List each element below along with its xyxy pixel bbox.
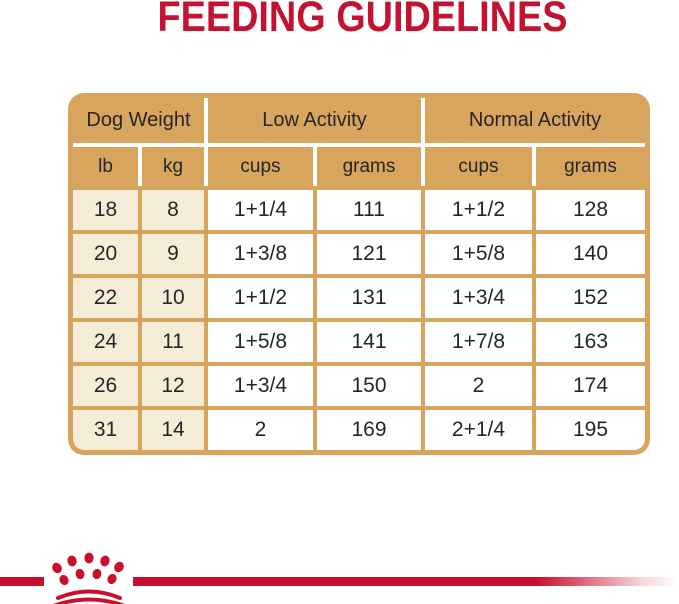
table-cell: 152: [536, 278, 645, 318]
table-cell: 20: [73, 234, 138, 274]
table-cell: 1+1/2: [208, 278, 313, 318]
table-cell: 141: [317, 322, 421, 362]
subheader-normal-grams: grams: [536, 147, 645, 186]
subheader-kg: kg: [142, 147, 204, 186]
subheader-normal-cups: cups: [425, 147, 532, 186]
table-cell: 2: [425, 366, 532, 406]
header-dog-weight: Dog Weight: [73, 98, 204, 143]
table-cell: 12: [142, 366, 204, 406]
subheader-low-grams: grams: [317, 147, 421, 186]
table-cell: 1+1/2: [425, 190, 532, 230]
royal-canin-crown-logo: [52, 552, 126, 604]
table-cell: 1+5/8: [425, 234, 532, 274]
table-cell: 14: [142, 410, 204, 450]
table-cell: 18: [73, 190, 138, 230]
table-cell: 121: [317, 234, 421, 274]
table-cell: 1+7/8: [425, 322, 532, 362]
table-cell: 1+5/8: [208, 322, 313, 362]
table-cell: 131: [317, 278, 421, 318]
table-cell: 11: [142, 322, 204, 362]
table-cell: 195: [536, 410, 645, 450]
table-cell: 9: [142, 234, 204, 274]
table-cell: 1+3/4: [425, 278, 532, 318]
table-cell: 1+3/8: [208, 234, 313, 274]
header-low-activity: Low Activity: [208, 98, 421, 143]
table-cell: 8: [142, 190, 204, 230]
table-cell: 31: [73, 410, 138, 450]
table-body: 18 8 1+1/4 111 1+1/2 128 20 9 1+3/8 121 …: [73, 190, 645, 450]
table-cell: 150: [317, 366, 421, 406]
table-cell: 163: [536, 322, 645, 362]
subheader-lb: lb: [73, 147, 138, 186]
table-cell: 128: [536, 190, 645, 230]
page-title: FEEDING GUIDELINES: [157, 0, 568, 41]
table-cell: 174: [536, 366, 645, 406]
feeding-table: Dog Weight Low Activity Normal Activity …: [68, 93, 650, 455]
table-header: Dog Weight Low Activity Normal Activity …: [73, 98, 645, 186]
footer-red-bar-left: [0, 577, 44, 586]
footer-red-bar-right: [133, 577, 679, 586]
table-cell: 111: [317, 190, 421, 230]
table-cell: 1+1/4: [208, 190, 313, 230]
table-cell: 26: [73, 366, 138, 406]
header-normal-activity: Normal Activity: [425, 98, 645, 143]
table-cell: 2: [208, 410, 313, 450]
table-cell: 2+1/4: [425, 410, 532, 450]
subheader-low-cups: cups: [208, 147, 313, 186]
table-cell: 22: [73, 278, 138, 318]
table-cell: 140: [536, 234, 645, 274]
table-cell: 24: [73, 322, 138, 362]
table-cell: 1+3/4: [208, 366, 313, 406]
table-cell: 169: [317, 410, 421, 450]
table-cell: 10: [142, 278, 204, 318]
